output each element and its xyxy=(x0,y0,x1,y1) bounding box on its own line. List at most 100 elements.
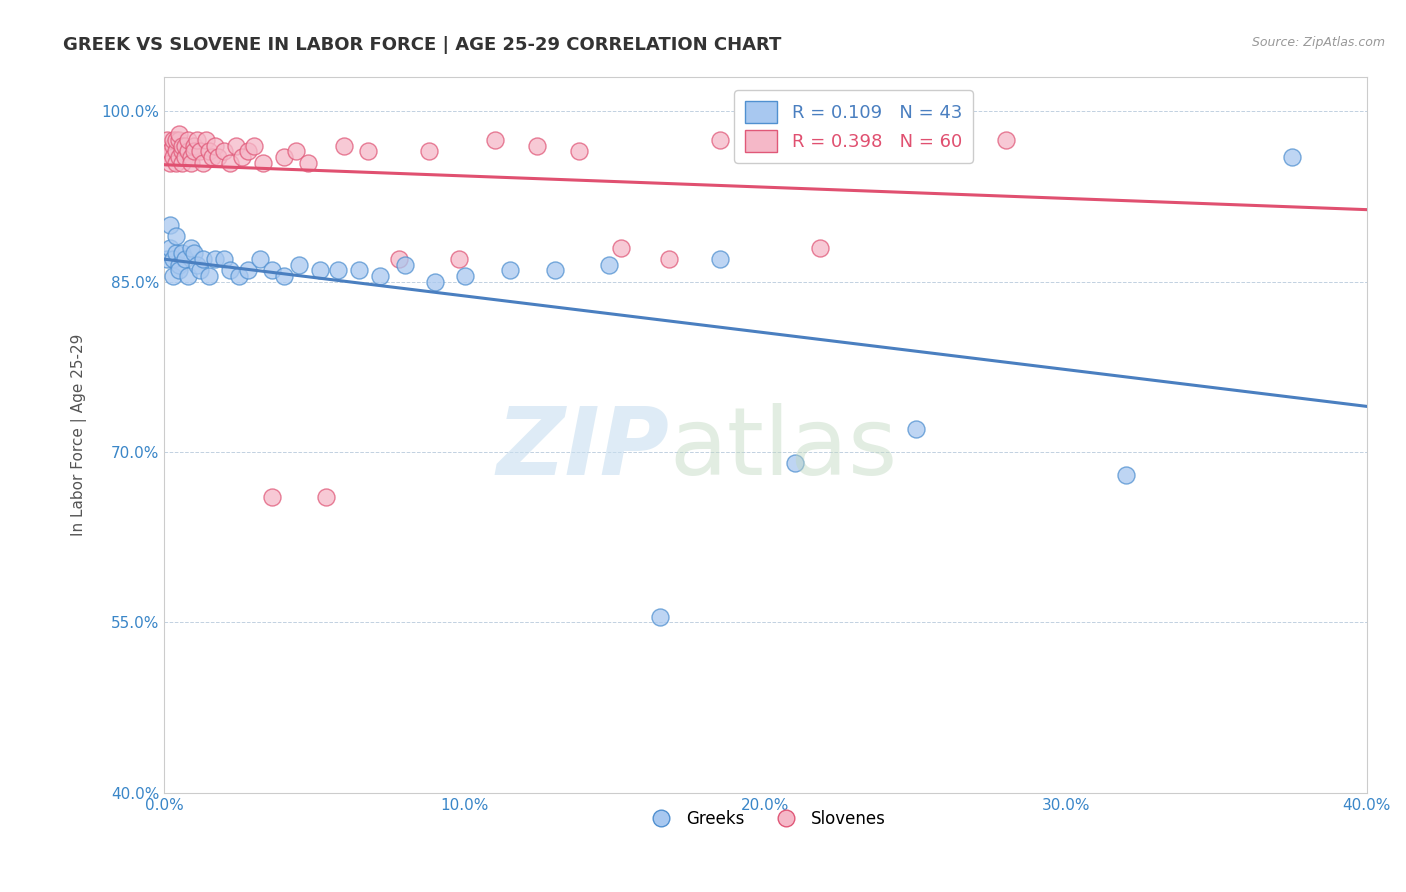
Text: Source: ZipAtlas.com: Source: ZipAtlas.com xyxy=(1251,36,1385,49)
Point xyxy=(165,229,187,244)
Text: atlas: atlas xyxy=(669,403,897,495)
Point xyxy=(162,269,184,284)
Point xyxy=(180,155,202,169)
Point xyxy=(262,491,284,505)
Point xyxy=(228,269,250,284)
Point xyxy=(658,252,681,266)
Point xyxy=(204,138,226,153)
Point xyxy=(249,252,271,266)
Point xyxy=(315,491,337,505)
Point xyxy=(159,218,181,232)
Point xyxy=(610,241,633,255)
Point xyxy=(869,145,891,159)
Point xyxy=(167,127,190,141)
Point xyxy=(544,263,567,277)
Point xyxy=(423,275,446,289)
Point xyxy=(285,145,308,159)
Point xyxy=(170,246,193,260)
Point xyxy=(177,145,200,159)
Point xyxy=(174,252,197,266)
Point xyxy=(219,155,242,169)
Legend: Greeks, Slovenes: Greeks, Slovenes xyxy=(638,803,893,834)
Point xyxy=(231,150,253,164)
Y-axis label: In Labor Force | Age 25-29: In Labor Force | Age 25-29 xyxy=(72,334,87,536)
Point xyxy=(273,150,295,164)
Point xyxy=(808,241,831,255)
Point xyxy=(454,269,477,284)
Point xyxy=(204,252,226,266)
Point xyxy=(207,150,229,164)
Point xyxy=(188,145,211,159)
Point xyxy=(387,252,409,266)
Point xyxy=(526,138,548,153)
Point xyxy=(484,133,506,147)
Point xyxy=(252,155,274,169)
Point xyxy=(167,263,190,277)
Point xyxy=(180,150,202,164)
Point xyxy=(273,269,295,284)
Point xyxy=(159,145,181,159)
Point xyxy=(238,145,260,159)
Point xyxy=(159,241,181,255)
Point xyxy=(191,155,214,169)
Point xyxy=(333,138,356,153)
Point xyxy=(167,150,190,164)
Point xyxy=(183,145,205,159)
Point xyxy=(785,457,807,471)
Point xyxy=(165,246,187,260)
Point xyxy=(170,145,193,159)
Text: GREEK VS SLOVENE IN LABOR FORCE | AGE 25-29 CORRELATION CHART: GREEK VS SLOVENE IN LABOR FORCE | AGE 25… xyxy=(63,36,782,54)
Point xyxy=(243,138,266,153)
Point xyxy=(162,252,184,266)
Point xyxy=(165,145,187,159)
Point xyxy=(219,263,242,277)
Point xyxy=(165,133,187,147)
Point xyxy=(156,133,179,147)
Point xyxy=(761,138,783,153)
Point xyxy=(170,138,193,153)
Point xyxy=(447,252,470,266)
Point xyxy=(186,133,208,147)
Point xyxy=(709,133,731,147)
Point xyxy=(162,138,184,153)
Point xyxy=(188,263,211,277)
Point xyxy=(167,258,190,272)
Point xyxy=(174,138,197,153)
Point xyxy=(349,263,371,277)
Point xyxy=(195,133,218,147)
Point xyxy=(238,263,260,277)
Point xyxy=(174,150,197,164)
Point xyxy=(186,258,208,272)
Point xyxy=(1115,467,1137,482)
Point xyxy=(156,150,179,164)
Point xyxy=(418,145,440,159)
Point xyxy=(994,133,1017,147)
Point xyxy=(650,609,672,624)
Point xyxy=(212,145,235,159)
Point xyxy=(183,246,205,260)
Point xyxy=(177,133,200,147)
Point xyxy=(394,258,416,272)
Point xyxy=(709,252,731,266)
Point xyxy=(162,133,184,147)
Point xyxy=(183,138,205,153)
Point xyxy=(928,138,950,153)
Point xyxy=(198,145,221,159)
Text: ZIP: ZIP xyxy=(496,403,669,495)
Point xyxy=(904,422,927,436)
Point xyxy=(297,155,319,169)
Point xyxy=(1281,150,1303,164)
Point xyxy=(357,145,380,159)
Point xyxy=(370,269,392,284)
Point xyxy=(156,252,179,266)
Point xyxy=(598,258,620,272)
Point xyxy=(201,150,224,164)
Point xyxy=(170,155,193,169)
Point xyxy=(309,263,332,277)
Point xyxy=(159,155,181,169)
Point xyxy=(165,155,187,169)
Point xyxy=(262,263,284,277)
Point xyxy=(198,269,221,284)
Point xyxy=(568,145,591,159)
Point xyxy=(191,252,214,266)
